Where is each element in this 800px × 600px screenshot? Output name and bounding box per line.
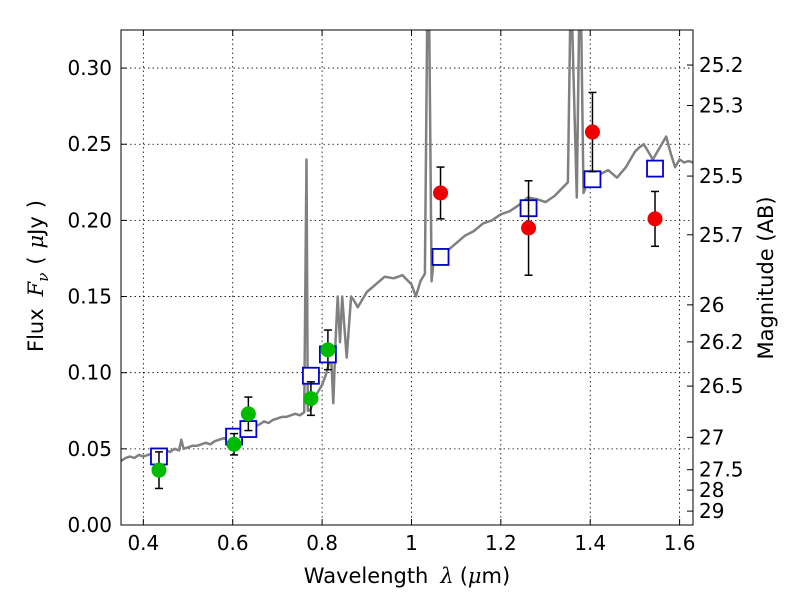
observed-point-red xyxy=(521,220,537,236)
observed-point-green xyxy=(303,391,319,407)
x-tick-label: 0.4 xyxy=(127,531,159,555)
model-point-square xyxy=(646,159,664,178)
right-tick-label: 25.5 xyxy=(699,164,744,188)
y-tick-label: 0.25 xyxy=(67,132,112,156)
y-tick-label: 0.05 xyxy=(67,437,112,461)
plot-frame xyxy=(120,29,694,526)
x-tick-label: 0.6 xyxy=(217,531,249,555)
y-axis-label: FluxFν(μJy) xyxy=(24,200,52,352)
model-point-square xyxy=(583,170,602,189)
observed-point-red xyxy=(433,185,449,201)
right-axis-label: Magnitude (AB) xyxy=(754,196,778,359)
right-tick-label: 29 xyxy=(699,499,724,523)
x-tick-label: 1.4 xyxy=(574,531,606,555)
right-tick-label: 26 xyxy=(699,293,724,317)
right-tick-label: 27 xyxy=(699,425,724,449)
observed-point-green xyxy=(226,436,242,452)
observed-point-green xyxy=(151,462,167,478)
right-tick-label: 27.5 xyxy=(699,458,744,482)
observed-point-red xyxy=(647,211,663,227)
right-tick-label: 25.7 xyxy=(699,223,744,247)
observed-point-green xyxy=(240,406,256,422)
x-tick-label: 0.8 xyxy=(306,531,338,555)
observed-point-green xyxy=(320,342,336,358)
right-tick-label: 28 xyxy=(699,478,724,502)
right-tick-label: 26.5 xyxy=(699,374,744,398)
y-tick-label: 0.00 xyxy=(67,513,112,537)
right-tick-label: 25.2 xyxy=(699,53,744,77)
x-tick-label: 1.6 xyxy=(664,531,696,555)
x-tick-label: 1 xyxy=(405,531,418,555)
y-tick-label: 0.15 xyxy=(67,285,112,309)
tick-marks xyxy=(121,30,693,526)
plot-area xyxy=(121,30,693,525)
model-point-square xyxy=(431,248,450,266)
grid-lines xyxy=(121,30,693,526)
right-tick-label: 26.2 xyxy=(699,330,744,354)
x-tick-label: 1.2 xyxy=(485,531,517,555)
observed-point-red xyxy=(584,124,600,140)
y-tick-label: 0.20 xyxy=(67,208,112,232)
y-tick-label: 0.10 xyxy=(67,361,112,385)
x-axis-label: Wavelength λ (μm) xyxy=(304,564,510,588)
y-tick-label: 0.30 xyxy=(67,56,112,80)
series-layer xyxy=(121,30,693,490)
right-tick-label: 25.3 xyxy=(699,94,744,118)
